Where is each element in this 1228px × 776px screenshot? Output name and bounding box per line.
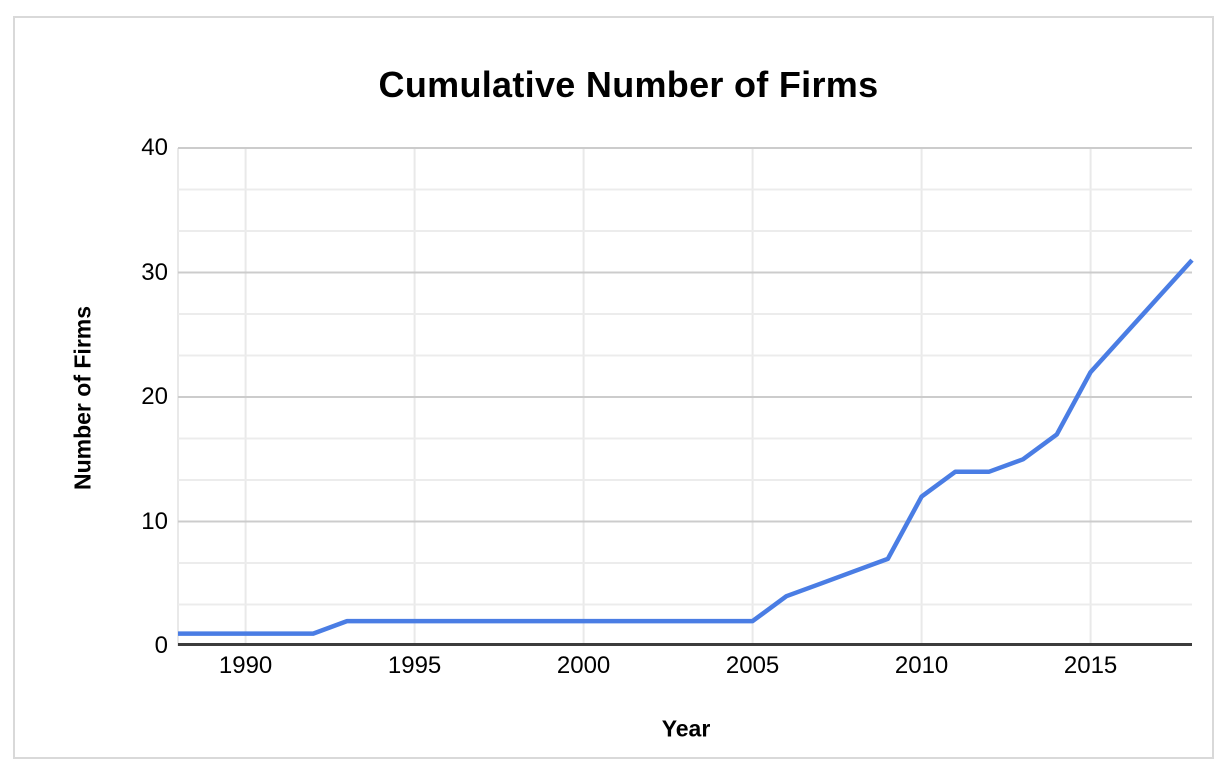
x-tick-label: 2000 [556, 652, 611, 679]
y-tick-label: 0 [154, 632, 168, 659]
y-tick-label: 40 [141, 134, 168, 161]
x-axis-title: Year [661, 715, 711, 742]
y-tick-label: 10 [141, 507, 168, 535]
x-tick-label: 2015 [1063, 652, 1118, 679]
y-tick-label: 20 [141, 383, 168, 410]
chart-title: Cumulative Number of Firms [378, 64, 879, 105]
x-tick-label: 2010 [894, 652, 949, 679]
plot-area[interactable] [177, 147, 1194, 646]
chart-card[interactable]: Cumulative Number of Firms Number of Fir… [13, 16, 1214, 759]
x-tick-label: 2005 [725, 652, 780, 679]
x-tick-label: 1995 [387, 652, 442, 679]
data-line[interactable] [178, 258, 1194, 636]
x-tick-label: 1990 [218, 652, 273, 679]
y-tick-label: 30 [141, 258, 168, 286]
